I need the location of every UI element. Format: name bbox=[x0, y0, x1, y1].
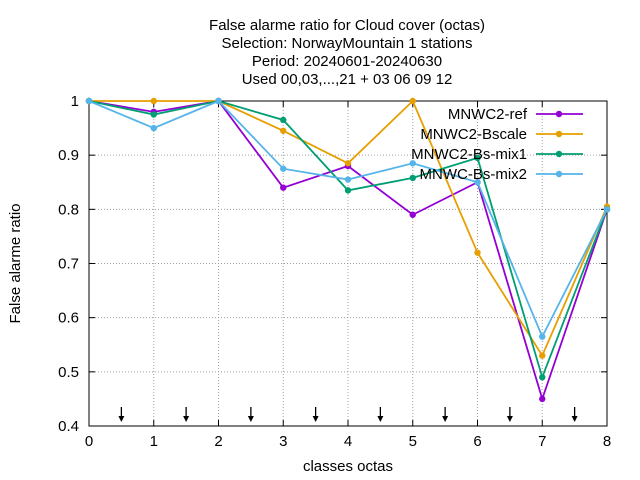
data-point-s2-4 bbox=[344, 187, 352, 194]
legend-label-0: MNWC2-ref bbox=[448, 106, 528, 123]
data-point-s3-2 bbox=[215, 97, 222, 105]
y-tick-label-6: 1 bbox=[71, 93, 79, 110]
arrow-head-2 bbox=[247, 416, 254, 422]
x-tick-label-8: 8 bbox=[603, 433, 611, 450]
legend-item-3: MNWC-Bs-mix2 bbox=[420, 166, 583, 183]
arrow-head-5 bbox=[442, 416, 449, 422]
series-line-0 bbox=[88, 100, 608, 402]
y-tick-label-3: 0.7 bbox=[58, 256, 79, 273]
arrow-head-3 bbox=[312, 416, 319, 422]
legend-label-1: MNWC2-Bscale bbox=[420, 126, 527, 143]
data-point-s1-1 bbox=[150, 97, 157, 105]
title-line-3: Period: 20240601-20240630 bbox=[252, 53, 442, 70]
y-tick-label-5: 0.9 bbox=[58, 147, 79, 164]
data-point-s1-5 bbox=[409, 97, 416, 105]
data-point-s3-6 bbox=[474, 179, 481, 186]
y-axis-label: False alarme ratio bbox=[7, 203, 24, 323]
data-point-s2-3 bbox=[280, 116, 287, 124]
series-MNWC-Bs-mix2 bbox=[85, 97, 611, 340]
x-tick-label-4: 4 bbox=[344, 433, 352, 450]
data-point-s1-7 bbox=[539, 352, 546, 359]
data-point-s3-7 bbox=[539, 333, 546, 340]
legend: MNWC2-ref MNWC2-Bscale MNWC2-Bs-mix1 MNWC-B… bbox=[411, 106, 583, 183]
series-MNWC2-Bscale bbox=[85, 97, 611, 359]
data-point-s3-4 bbox=[344, 176, 352, 183]
arrow-head-6 bbox=[506, 416, 513, 422]
legend-marker-3 bbox=[555, 170, 563, 178]
grid bbox=[89, 101, 607, 426]
data-point-s1-3 bbox=[280, 127, 287, 134]
x-tick-label-3: 3 bbox=[279, 433, 287, 450]
data-point-s1-4 bbox=[344, 160, 352, 167]
y-tick-label-4: 0.8 bbox=[58, 201, 79, 218]
y-tick-label-2: 0.6 bbox=[58, 310, 79, 327]
data-point-s1-6 bbox=[474, 249, 481, 256]
data-point-s0-5 bbox=[409, 211, 416, 218]
arrow-markers bbox=[118, 407, 578, 422]
y-axis: 0.4 0.5 0.6 0.7 0.8 0.9 1 bbox=[58, 93, 607, 435]
legend-label-2: MNWC2-Bs-mix1 bbox=[411, 146, 527, 163]
arrow-head-7 bbox=[571, 416, 578, 422]
data-point-s3-3 bbox=[280, 165, 287, 172]
legend-item-1: MNWC2-Bscale bbox=[420, 126, 583, 143]
title-line-2: Selection: NorwayMountain 1 stations bbox=[222, 35, 473, 52]
x-tick-label-2: 2 bbox=[214, 433, 222, 450]
x-tick-label-6: 6 bbox=[473, 433, 481, 450]
data-point-s2-6 bbox=[474, 154, 481, 162]
x-axis-label: classes octas bbox=[303, 458, 393, 475]
x-tick-label-5: 5 bbox=[409, 433, 417, 450]
data-point-s0-7 bbox=[539, 395, 546, 403]
data-point-s2-7 bbox=[539, 374, 546, 381]
data-point-s3-1 bbox=[150, 124, 157, 132]
title-line-1: False alarme ratio for Cloud cover (octa… bbox=[209, 17, 485, 34]
data-point-s3-0 bbox=[85, 97, 93, 105]
data-point-s2-1 bbox=[150, 111, 157, 118]
legend-marker-1 bbox=[555, 130, 563, 138]
arrow-head-1 bbox=[183, 416, 190, 422]
data-point-s2-5 bbox=[409, 174, 416, 182]
legend-item-0: MNWC2-ref bbox=[448, 106, 583, 123]
legend-marker-2 bbox=[555, 150, 563, 158]
legend-label-3: MNWC-Bs-mix2 bbox=[420, 166, 527, 183]
data-point-s3-8 bbox=[603, 206, 611, 213]
data-point-s0-3 bbox=[280, 184, 287, 191]
arrow-head-4 bbox=[377, 416, 384, 422]
arrow-head-0 bbox=[118, 416, 125, 422]
legend-item-2: MNWC2-Bs-mix1 bbox=[411, 146, 583, 163]
x-tick-label-7: 7 bbox=[538, 433, 546, 450]
y-tick-label-0: 0.4 bbox=[58, 418, 79, 435]
x-tick-label-0: 0 bbox=[85, 433, 93, 450]
y-tick-label-1: 0.5 bbox=[58, 364, 79, 381]
chart-title: False alarme ratio for Cloud cover (octa… bbox=[209, 17, 485, 88]
data-point-s3-5 bbox=[409, 160, 416, 167]
x-tick-label-1: 1 bbox=[150, 433, 158, 450]
legend-marker-0 bbox=[555, 110, 563, 118]
series bbox=[85, 97, 611, 403]
title-line-4: Used 00,03,...,21 + 03 06 09 12 bbox=[242, 71, 453, 88]
